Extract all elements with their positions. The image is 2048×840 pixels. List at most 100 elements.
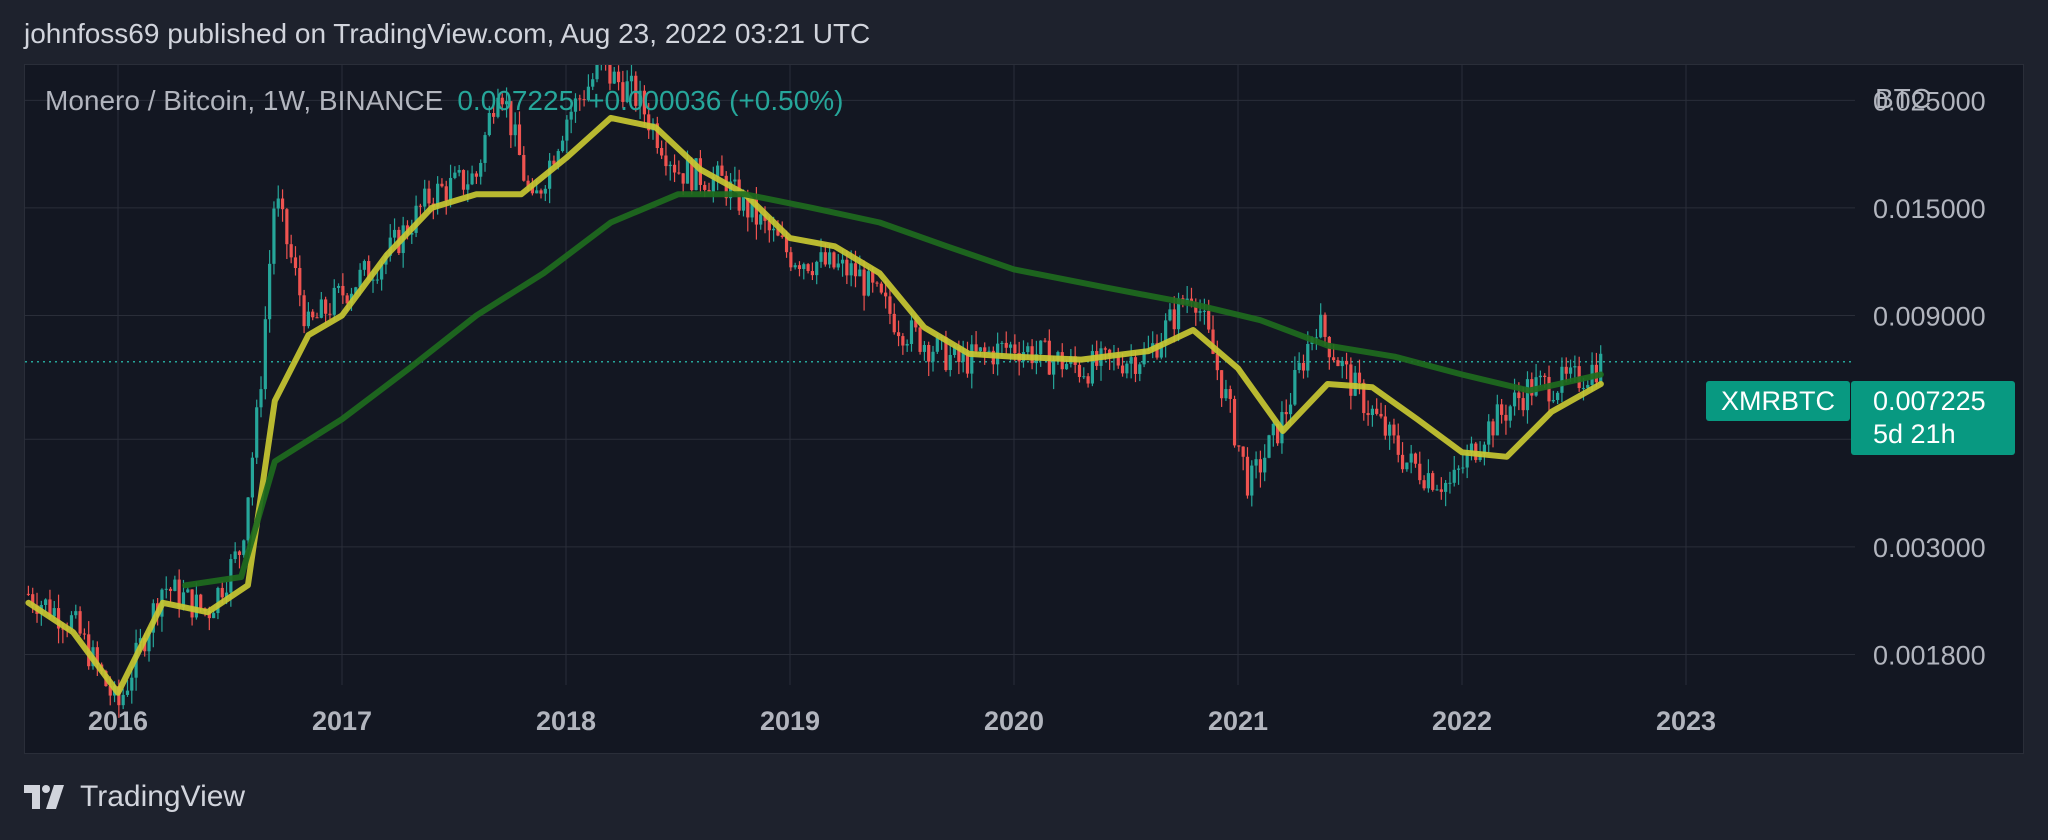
candle-body: [957, 346, 961, 362]
candle-body: [354, 287, 358, 294]
candle-body: [638, 90, 642, 106]
candle-body: [423, 188, 427, 207]
time-tick-label: 2016: [88, 706, 148, 736]
candle-body: [896, 332, 901, 337]
candle-body: [1293, 369, 1297, 405]
candle-body: [362, 261, 366, 270]
candle-body: [1202, 310, 1206, 312]
candle-body: [332, 287, 336, 315]
candle-body: [272, 208, 276, 264]
candle-body: [44, 599, 48, 606]
candle-body: [952, 346, 957, 356]
candle-body: [444, 186, 448, 201]
candle-body: [677, 172, 681, 174]
candle-body: [866, 271, 870, 296]
candle-body: [746, 194, 750, 218]
candle-body: [1538, 375, 1542, 378]
candle-body: [311, 311, 315, 318]
candle-body: [212, 613, 216, 619]
candle-body: [1008, 344, 1013, 348]
candle-body: [668, 164, 672, 167]
candle-body: [1349, 364, 1353, 396]
candle-body: [341, 285, 345, 296]
candle-body: [1301, 362, 1306, 371]
candle-body: [1340, 360, 1344, 367]
candle-body: [1004, 342, 1008, 348]
candle-body: [741, 194, 746, 211]
candle-body: [922, 344, 926, 352]
candle-body: [1344, 360, 1349, 365]
candle-body: [797, 265, 802, 270]
price-axis-unit: BTC: [1875, 83, 1931, 114]
chart-pane[interactable]: 0.0250000.0150000.0090000.0050000.003000…: [24, 64, 2024, 754]
candle-body: [358, 269, 362, 288]
tradingview-brand[interactable]: TradingView: [24, 780, 245, 814]
candle-body: [556, 151, 560, 165]
time-axis[interactable]: 2016 2017 2018 2019 2020 2021 2022 2023: [88, 706, 1716, 736]
candle-body: [1254, 459, 1258, 466]
candle-body: [1133, 357, 1138, 374]
price-chart[interactable]: 0.0250000.0150000.0090000.0050000.003000…: [25, 65, 2024, 754]
candle-body: [177, 579, 181, 608]
candle-body: [664, 155, 668, 167]
candle-body: [121, 694, 125, 706]
last-price-value: 0.007225: [1873, 386, 1986, 416]
candle-body: [31, 594, 35, 606]
candle-body: [974, 344, 978, 352]
candle-body: [1465, 452, 1469, 468]
candle-body: [845, 259, 849, 276]
candle-body: [306, 311, 310, 327]
candle-body: [565, 119, 569, 141]
candle-body: [259, 389, 263, 408]
candle-body: [474, 173, 478, 177]
candle-body: [52, 608, 56, 617]
candle-body: [324, 299, 328, 314]
candle-body: [1396, 435, 1400, 455]
candle-body: [513, 124, 517, 136]
candle-body: [522, 155, 526, 181]
candle-body: [1366, 413, 1370, 416]
candle-body: [526, 180, 530, 187]
candle-body: [1469, 443, 1474, 453]
series-legend[interactable]: Monero / Bitcoin, 1W, BINANCE 0.007225 +0.…: [45, 85, 843, 117]
candle-body: [190, 589, 194, 618]
candle-body: [487, 112, 491, 136]
candle-body: [1405, 462, 1409, 470]
candle-body: [1052, 360, 1056, 375]
candle-body: [479, 162, 483, 177]
candle-body: [414, 205, 418, 233]
candle-body: [285, 209, 289, 245]
candle-body: [535, 190, 539, 194]
candle-body: [345, 295, 349, 304]
candle-body: [1237, 445, 1241, 447]
candle-body: [707, 189, 711, 193]
candle-body: [1284, 412, 1288, 415]
candle-body: [1375, 408, 1379, 414]
candle-body: [293, 257, 298, 269]
candle-body: [298, 268, 302, 296]
candle-body: [875, 282, 879, 284]
candle-body: [1267, 435, 1271, 458]
candle-body: [1189, 298, 1194, 303]
candle-body: [1388, 424, 1392, 436]
candle-body: [1508, 406, 1512, 421]
candle-body: [392, 229, 397, 238]
candle-body: [810, 271, 814, 276]
candle-body: [504, 101, 509, 105]
tradingview-logo-icon: [24, 785, 64, 809]
candle-body: [1521, 398, 1525, 411]
candle-body: [375, 279, 379, 281]
candle-body: [315, 317, 319, 319]
candle-body: [1064, 363, 1069, 370]
candle-body: [168, 588, 173, 591]
candle-body: [1090, 351, 1094, 384]
candle-body: [1422, 480, 1426, 489]
candle-body: [496, 97, 500, 117]
candle-body: [186, 589, 190, 593]
candle-body: [970, 344, 974, 374]
price-axis[interactable]: 0.0250000.0150000.0090000.0050000.003000…: [1873, 86, 1986, 670]
candle-body: [237, 551, 242, 556]
candle-body: [888, 296, 892, 314]
candle-body: [780, 235, 784, 237]
candle-body: [453, 172, 457, 178]
